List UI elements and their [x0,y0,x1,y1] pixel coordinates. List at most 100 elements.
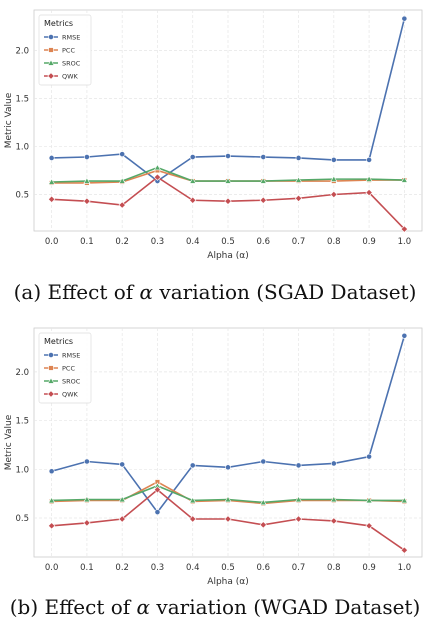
caption-prefix: (a) Effect of [13,280,140,304]
data-point-sroc [295,176,303,183]
data-point-rmse [366,156,372,163]
x-tick-label: 0.8 [327,237,341,247]
chart-caption-wgad: (b) Effect of α variation (WGAD Dataset) [0,595,430,619]
legend-box [38,14,92,86]
data-point-qwk [294,194,303,202]
caption-symbol: α [136,595,151,619]
data-point-sroc [118,177,126,184]
data-point-rmse [225,153,231,159]
x-tick-label: 0.6 [257,237,271,247]
chart-panel-wgad: 0.0 0.1 0.2 0.3 0.4 0.5 0.6 0.7 0.8 0.9 1.0 0.5 1.0 1… [0,313,430,626]
legend-marker-sroc [47,377,55,384]
x-tick-label: 0.1 [80,237,94,247]
data-point-rmse [401,15,408,22]
data-point-qwk [259,196,267,204]
data-point-qwk [153,486,162,494]
data-point-qwk [365,522,373,530]
x-tick-label: 0.5 [221,237,235,247]
data-point-rmse [295,155,302,161]
data-point-rmse [84,458,90,465]
chart-panel-sgad: 0.0 0.1 0.2 0.3 0.4 0.5 0.6 0.7 0.8 0.9 1.0 0.5 1.0 1… [0,9,430,304]
y-tick-label: 1.0 [15,142,29,152]
legend-label-rmse: RMSE [62,352,80,360]
chart-caption-sgad: (a) Effect of α variation (SGAD Dataset) [0,280,430,304]
chart-wgad: 0.0 0.1 0.2 0.3 0.4 0.5 0.6 0.7 0.8 0.9 1.0 0.5 1.0 1… [4,327,423,587]
legend-box [38,332,92,404]
y-tick-label: 1.0 [15,465,29,475]
x-tick-label: 0.2 [115,237,129,247]
data-point-qwk [330,517,338,525]
x-tick-label: 0.5 [221,563,235,573]
legend-marker-qwk [47,72,55,80]
x-tick-label: 0.0 [45,237,59,247]
caption-prefix: (b) Effect of [9,595,137,619]
x-tick-label: 0.7 [292,563,306,573]
x-tick-label: 1.0 [398,563,412,573]
legend-marker-rmse [48,34,54,40]
data-point-rmse [119,151,126,158]
legend-label-sroc: SROC [62,60,81,68]
x-tick-label: 0.3 [151,563,165,573]
data-point-sroc [365,175,373,182]
data-point-qwk [224,515,232,523]
y-tick-label: 0.5 [15,190,29,200]
legend-title: Metrics [44,337,73,346]
data-point-rmse [366,453,372,460]
x-tick-label: 0.9 [362,563,376,573]
data-point-sroc [400,496,408,504]
data-point-rmse [48,468,55,475]
data-point-qwk [153,173,162,181]
data-point-rmse [330,460,337,467]
data-point-rmse [119,461,126,468]
data-point-rmse [189,154,196,160]
data-point-sroc [224,495,232,503]
data-point-sroc [365,496,373,504]
data-point-qwk [294,515,303,523]
data-point-qwk [118,201,126,209]
caption-suffix: variation (SGAD Dataset) [153,280,417,304]
data-point-qwk [400,546,408,554]
data-point-sroc [48,178,56,185]
data-point-qwk [365,188,373,197]
y-tick-label: 2.0 [15,46,29,56]
caption-suffix: variation (WGAD Dataset) [150,595,421,619]
chart-sgad: 0.0 0.1 0.2 0.3 0.4 0.5 0.6 0.7 0.8 0.9 1.0 0.5 1.0 1… [4,9,423,261]
data-point-sroc [83,495,91,503]
data-point-qwk [259,521,267,529]
data-point-sroc [153,163,161,171]
x-tick-label: 1.0 [398,237,412,247]
legend-marker-pcc [48,47,54,53]
data-point-rmse [225,464,231,471]
legend-label-qwk: QWK [62,391,79,399]
data-point-rmse [401,332,408,339]
data-point-rmse [48,155,55,161]
legend-title: Metrics [44,19,73,28]
data-point-sroc [330,495,338,503]
data-point-qwk [189,515,197,523]
legend-label-sroc: SROC [62,378,81,386]
x-tick-label: 0.0 [45,563,59,573]
legend-label-pcc: PCC [62,365,75,373]
x-tick-label: 0.8 [327,563,341,573]
data-point-qwk [330,190,338,199]
data-point-qwk [118,515,126,523]
data-point-sroc [224,177,232,184]
data-point-rmse [189,462,196,469]
data-point-qwk [48,195,56,203]
data-point-sroc [400,176,408,183]
legend-marker-sroc [47,59,55,66]
x-tick-label: 0.7 [292,237,306,247]
x-axis-label: Alpha (α) [207,577,248,587]
legend-label-rmse: RMSE [62,34,80,42]
x-axis-label: Alpha (α) [207,251,248,261]
legend-marker-pcc [48,365,54,371]
legend-marker-qwk [47,390,55,398]
data-point-rmse [330,156,337,163]
data-point-sroc [189,496,197,504]
data-point-rmse [154,509,161,516]
data-point-qwk [400,225,408,233]
x-tick-label: 0.9 [362,237,376,247]
legend-label-qwk: QWK [62,73,79,81]
y-tick-label: 2.0 [15,368,29,378]
data-point-rmse [84,154,90,160]
